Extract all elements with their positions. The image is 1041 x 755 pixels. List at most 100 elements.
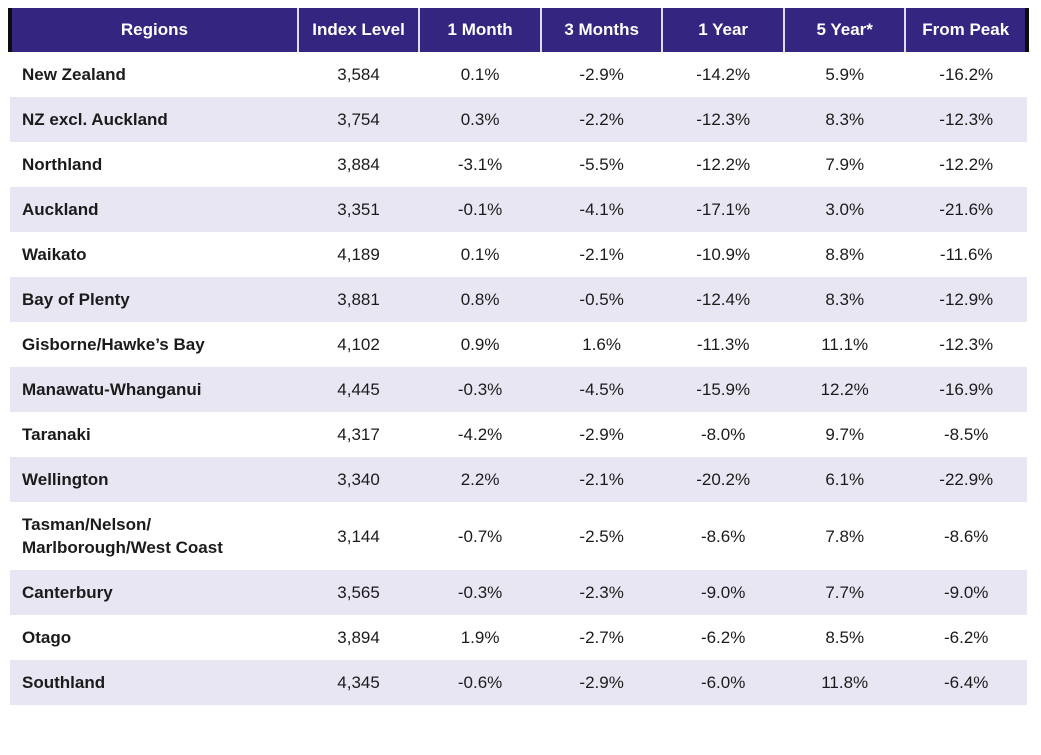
column-header-3-months: 3 Months xyxy=(539,8,663,52)
table-row: NZ excl. Auckland 3,754 0.3% -2.2% -12.3% 8.3… xyxy=(10,97,1027,142)
column-header-5-year: 5 Year* xyxy=(782,8,906,52)
three-months-cell: -2.9% xyxy=(579,65,624,84)
one-year-cell: -6.2% xyxy=(700,628,746,647)
five-year-cell: 6.1% xyxy=(825,470,865,489)
index-level-cell: 3,351 xyxy=(337,200,380,219)
from-peak-cell: -12.2% xyxy=(939,155,994,174)
table-row: New Zealand 3,584 0.1% -2.9% -14.2% 5.9% -16.2… xyxy=(10,52,1027,97)
five-year-cell: 7.8% xyxy=(825,526,865,546)
table-row: Taranaki 4,317 -4.2% -2.9% -8.0% 9.7% -8.5% xyxy=(10,412,1027,457)
one-year-cell: -12.2% xyxy=(696,155,751,174)
from-peak-cell: -6.4% xyxy=(944,673,989,692)
index-level-cell: 3,565 xyxy=(337,583,380,602)
five-year-cell: 12.2% xyxy=(820,380,869,399)
one-month-cell: -0.3% xyxy=(457,380,503,399)
region-cell: Bay of Plenty xyxy=(22,290,130,309)
one-month-cell: -3.1% xyxy=(457,155,503,174)
three-months-cell: -2.9% xyxy=(579,673,624,692)
index-level-cell: 4,102 xyxy=(337,335,380,354)
table-row: Wellington 3,340 2.2% -2.1% -20.2% 6.1% -22.9% xyxy=(10,457,1027,502)
five-year-cell: 8.5% xyxy=(825,628,865,647)
from-peak-cell: -9.0% xyxy=(944,583,989,602)
column-header-index-level: Index Level xyxy=(296,8,420,52)
index-level-cell: 3,340 xyxy=(337,470,380,489)
one-month-cell: -4.2% xyxy=(457,425,503,444)
one-month-cell: 2.2% xyxy=(460,470,500,489)
five-year-cell: 5.9% xyxy=(825,65,865,84)
from-peak-cell: -16.9% xyxy=(939,380,994,399)
header-row: Regions Index Level 1 Month 3 Months 1 Y… xyxy=(8,8,1029,52)
column-header-regions: Regions xyxy=(8,8,298,52)
regions-index-table: Regions Index Level 1 Month 3 Months 1 Y… xyxy=(8,8,1029,705)
region-cell: Taranaki xyxy=(22,425,91,444)
index-level-cell: 3,754 xyxy=(337,110,380,129)
table-row: Manawatu-Whanganui 4,445 -0.3% -4.5% -15.9% 1… xyxy=(10,367,1027,412)
three-months-cell: -0.5% xyxy=(579,290,624,309)
table-row: Auckland 3,351 -0.1% -4.1% -17.1% 3.0% -21.6% xyxy=(10,187,1027,232)
one-year-cell: -20.2% xyxy=(696,470,751,489)
from-peak-cell: -11.6% xyxy=(939,245,993,264)
from-peak-cell: -22.9% xyxy=(939,470,994,489)
index-level-cell: 3,894 xyxy=(337,628,380,647)
one-year-cell: -11.3% xyxy=(696,335,750,354)
five-year-cell: 8.8% xyxy=(825,245,865,264)
table-header: Regions Index Level 1 Month 3 Months 1 Y… xyxy=(8,8,1029,52)
three-months-cell: -4.5% xyxy=(579,380,624,399)
region-cell: Waikato xyxy=(22,245,87,264)
five-year-cell: 7.7% xyxy=(825,583,865,602)
from-peak-cell: -21.6% xyxy=(939,200,994,219)
region-cell: Canterbury xyxy=(22,583,113,602)
five-year-cell: 11.1% xyxy=(821,335,869,354)
one-year-cell: -10.9% xyxy=(696,245,751,264)
one-year-cell: -17.1% xyxy=(696,200,751,219)
from-peak-cell: -8.5% xyxy=(944,425,989,444)
one-year-cell: -15.9% xyxy=(696,380,751,399)
three-months-cell: -4.1% xyxy=(579,200,624,219)
from-peak-cell: -12.9% xyxy=(939,290,994,309)
one-year-cell: -6.0% xyxy=(700,673,746,692)
region-cell: Otago xyxy=(22,628,72,647)
one-month-cell: 0.8% xyxy=(460,290,500,309)
region-cell: Auckland xyxy=(22,200,99,219)
one-year-cell: -8.0% xyxy=(700,425,746,444)
index-level-cell: 3,144 xyxy=(337,526,380,546)
table-row: Southland 4,345 -0.6% -2.9% -6.0% 11.8% -6.4% xyxy=(10,660,1027,705)
one-month-cell: 0.1% xyxy=(460,65,500,84)
five-year-cell: 9.7% xyxy=(825,425,865,444)
table-row: Waikato 4,189 0.1% -2.1% -10.9% 8.8% -11.6% xyxy=(10,232,1027,277)
three-months-cell: -2.1% xyxy=(579,245,624,264)
five-year-cell: 11.8% xyxy=(821,673,869,692)
region-cell: New Zealand xyxy=(22,65,126,84)
column-header-1-month: 1 Month xyxy=(418,8,541,52)
table-row: Tasman/Nelson/ Marlborough/West Coast 3,1… xyxy=(10,502,1027,570)
region-cell: Manawatu-Whanganui xyxy=(22,380,202,399)
table-row: Gisborne/Hawke’s Bay 4,102 0.9% 1.6% -11.3% 1… xyxy=(10,322,1027,367)
five-year-cell: 3.0% xyxy=(825,200,865,219)
index-level-cell: 4,189 xyxy=(337,245,380,264)
region-cell: NZ excl. Auckland xyxy=(22,110,168,129)
region-cell: Northland xyxy=(22,155,103,174)
five-year-cell: 7.9% xyxy=(825,155,865,174)
three-months-cell: -2.5% xyxy=(579,526,624,546)
one-month-cell: 0.3% xyxy=(460,110,500,129)
one-month-cell: 1.9% xyxy=(460,628,500,647)
one-year-cell: -12.4% xyxy=(696,290,751,309)
index-level-cell: 3,881 xyxy=(337,290,380,309)
three-months-cell: -2.1% xyxy=(579,470,624,489)
from-peak-cell: -8.6% xyxy=(944,526,989,546)
index-level-cell: 4,317 xyxy=(337,425,380,444)
from-peak-cell: -16.2% xyxy=(939,65,994,84)
five-year-cell: 8.3% xyxy=(825,110,865,129)
region-cell: Tasman/Nelson/ Marlborough/West Coast xyxy=(22,515,223,557)
region-cell: Southland xyxy=(22,673,106,692)
column-header-from-peak: From Peak xyxy=(904,8,1029,52)
table-row: Canterbury 3,565 -0.3% -2.3% -9.0% 7.7% -9.0% xyxy=(10,570,1027,615)
one-month-cell: -0.3% xyxy=(457,583,503,602)
table-body: New Zealand 3,584 0.1% -2.9% -14.2% 5.9% -16.2… xyxy=(10,52,1027,705)
table-row: Northland 3,884 -3.1% -5.5% -12.2% 7.9% -12.2% xyxy=(10,142,1027,187)
five-year-cell: 8.3% xyxy=(825,290,865,309)
index-level-cell: 3,584 xyxy=(337,65,380,84)
one-year-cell: -12.3% xyxy=(696,110,751,129)
one-year-cell: -14.2% xyxy=(696,65,751,84)
index-level-cell: 4,445 xyxy=(337,380,380,399)
